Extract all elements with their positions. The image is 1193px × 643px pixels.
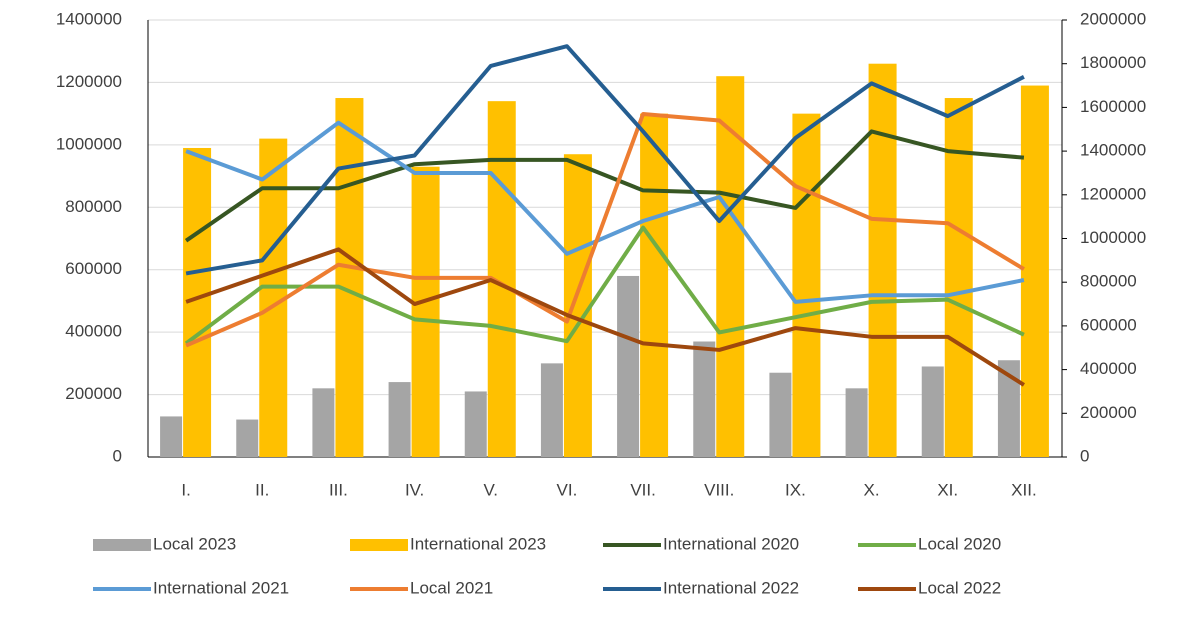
- bar: [1020, 85, 1049, 458]
- x-tick-label: VII.: [630, 480, 656, 499]
- y-tick-label: 1400000: [56, 9, 122, 28]
- legend-label: Local 2023: [153, 534, 236, 553]
- x-tick-label: VI.: [557, 480, 578, 499]
- legend-label: Local 2020: [918, 534, 1001, 553]
- legend-label: Local 2021: [410, 578, 493, 597]
- y2-tick-label: 400000: [1080, 359, 1137, 378]
- x-tick-label: VIII.: [704, 480, 734, 499]
- y2-tick-label: 2000000: [1080, 9, 1146, 28]
- bar: [769, 372, 792, 457]
- bar: [335, 98, 364, 458]
- bar: [411, 166, 440, 457]
- y2-tick-label: 600000: [1080, 315, 1137, 334]
- legend-label: Local 2022: [918, 578, 1001, 597]
- y2-tick-label: 1800000: [1080, 53, 1146, 72]
- bar: [868, 63, 897, 457]
- bar: [617, 275, 640, 457]
- bar: [563, 154, 592, 457]
- bar: [716, 76, 745, 457]
- legend-label: International 2020: [663, 534, 799, 553]
- y2-tick-label: 1000000: [1080, 228, 1146, 247]
- y2-tick-label: 1400000: [1080, 141, 1146, 160]
- x-tick-label: III.: [329, 480, 348, 499]
- bar: [845, 388, 868, 457]
- bar: [997, 360, 1020, 457]
- line: [185, 44, 1025, 276]
- bar: [944, 98, 973, 458]
- legend-label: International 2022: [663, 578, 799, 597]
- x-tick-label: I.: [181, 480, 190, 499]
- legend-swatch: [350, 539, 408, 551]
- y-tick-label: 400000: [65, 322, 122, 341]
- line: [185, 247, 1025, 387]
- bar: [388, 382, 411, 457]
- x-tick-label: X.: [864, 480, 880, 499]
- y-tick-label: 1200000: [56, 72, 122, 91]
- bar: [160, 416, 183, 457]
- y2-tick-label: 1600000: [1080, 97, 1146, 116]
- legend-label: International 2021: [153, 578, 289, 597]
- bar: [921, 366, 944, 457]
- y-tick-label: 1000000: [56, 134, 122, 153]
- line: [185, 120, 1025, 304]
- bar: [540, 363, 563, 457]
- legend-label: International 2023: [410, 534, 546, 553]
- x-tick-label: V.: [483, 480, 498, 499]
- bar: [640, 113, 669, 458]
- y2-tick-label: 0: [1080, 446, 1089, 465]
- y-tick-label: 0: [113, 446, 122, 465]
- bar: [236, 419, 259, 457]
- x-tick-label: IV.: [405, 480, 424, 499]
- y-tick-label: 800000: [65, 197, 122, 216]
- legend-swatch: [93, 539, 151, 551]
- x-tick-label: XI.: [937, 480, 958, 499]
- x-tick-label: II.: [255, 480, 269, 499]
- y-tick-label: 600000: [65, 259, 122, 278]
- y-tick-label: 200000: [65, 384, 122, 403]
- x-tick-label: IX.: [785, 480, 806, 499]
- line: [184, 225, 1025, 345]
- line: [184, 129, 1025, 243]
- line: [185, 111, 1025, 348]
- y2-tick-label: 800000: [1080, 272, 1137, 291]
- y2-tick-label: 1200000: [1080, 184, 1146, 203]
- bar: [693, 341, 716, 457]
- x-tick-label: XII.: [1011, 480, 1037, 499]
- bar: [312, 388, 335, 457]
- bar: [792, 113, 821, 458]
- y2-tick-label: 200000: [1080, 403, 1137, 422]
- bar: [464, 391, 487, 457]
